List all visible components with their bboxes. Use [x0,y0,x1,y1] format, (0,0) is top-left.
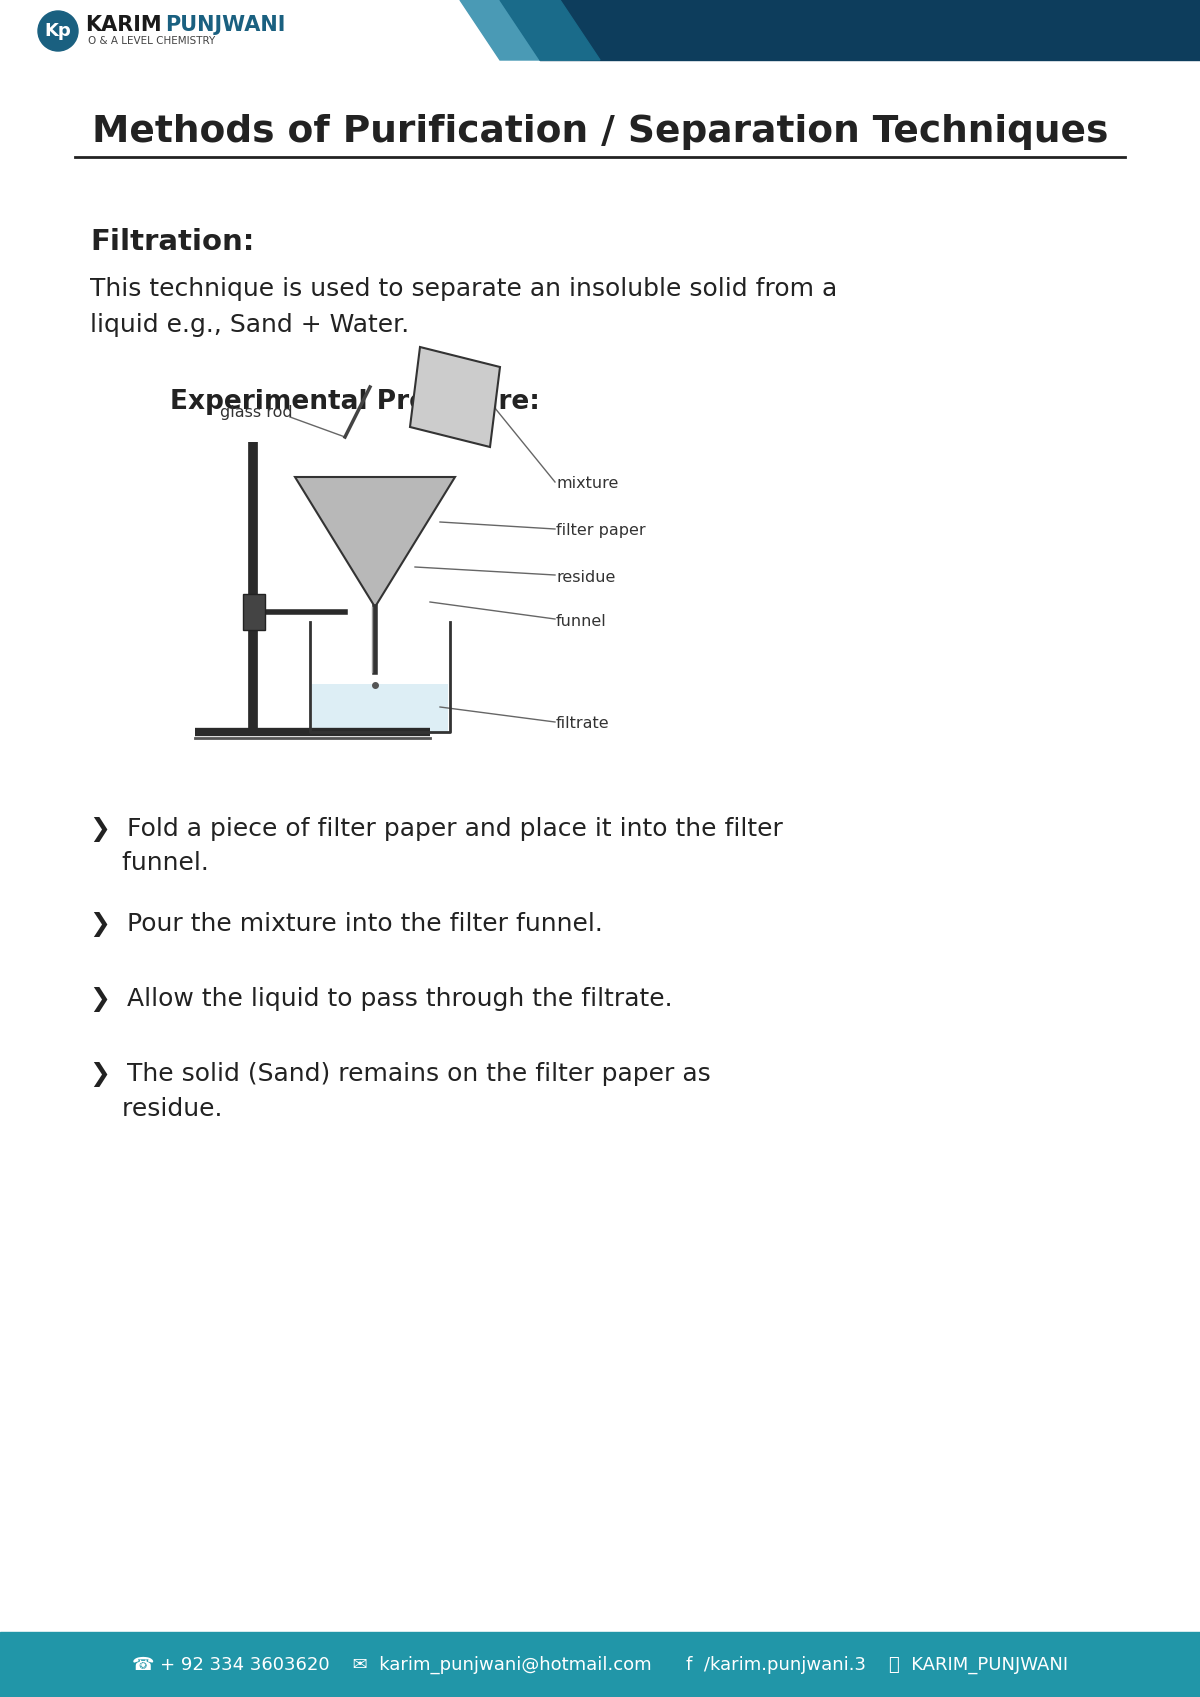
Text: mixture: mixture [556,477,618,492]
Text: Filtration:: Filtration: [90,227,254,256]
Text: KARIM: KARIM [85,15,162,36]
Text: ❯  Pour the mixture into the filter funnel.: ❯ Pour the mixture into the filter funne… [90,911,602,937]
Text: PUNJWANI: PUNJWANI [166,15,286,36]
Text: filter paper: filter paper [556,523,646,538]
Text: Experimental Procedure:: Experimental Procedure: [170,389,540,416]
Text: ❯  The solid (Sand) remains on the filter paper as
    residue.: ❯ The solid (Sand) remains on the filter… [90,1062,710,1120]
Text: funnel: funnel [556,614,607,628]
Polygon shape [295,477,455,608]
Text: ❯  Allow the liquid to pass through the filtrate.: ❯ Allow the liquid to pass through the f… [90,988,673,1011]
Bar [242,594,265,630]
Circle shape [38,10,78,51]
Text: ❯  Fold a piece of filter paper and place it into the filter
    funnel.: ❯ Fold a piece of filter paper and place… [90,816,782,876]
Text: residue: residue [556,570,616,584]
Text: O & A LEVEL CHEMISTRY: O & A LEVEL CHEMISTRY [88,36,215,46]
Text: filtrate: filtrate [556,716,610,731]
Text: glass rod: glass rod [220,406,293,421]
Text: This technique is used to separate an insoluble solid from a
liquid e.g., Sand +: This technique is used to separate an in… [90,277,838,336]
Text: Kp: Kp [44,22,71,41]
Text: ☎ + 92 334 3603620    ✉  karim_punjwani@hotmail.com      f  /karim.punjwani.3   : ☎ + 92 334 3603620 ✉ karim_punjwani@hotm… [132,1656,1068,1675]
Polygon shape [490,0,1200,59]
Polygon shape [460,0,580,59]
Bar [312,684,448,731]
Bar [0,1633,1200,1697]
Polygon shape [500,0,600,59]
Polygon shape [410,346,500,446]
Text: Methods of Purification / Separation Techniques: Methods of Purification / Separation Tec… [92,114,1108,149]
